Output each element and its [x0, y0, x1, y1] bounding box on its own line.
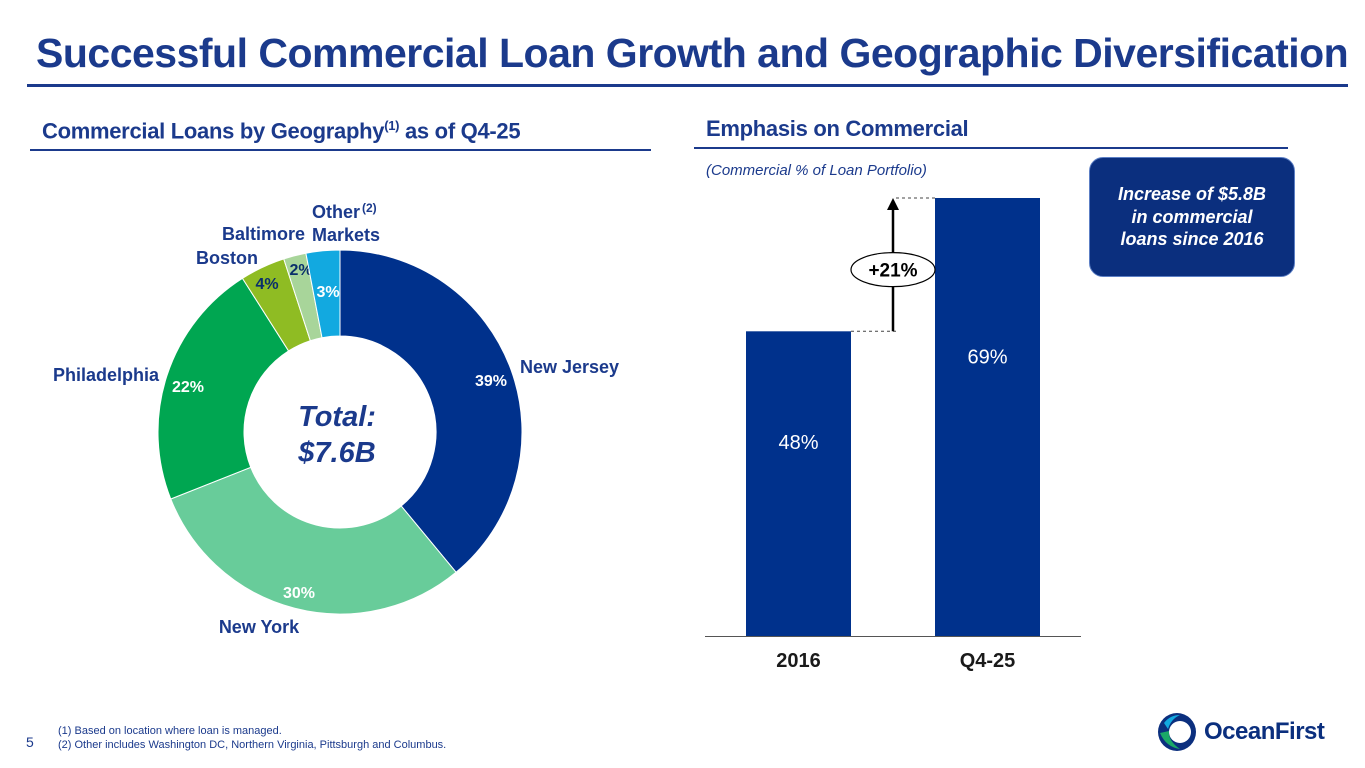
page-number: 5: [26, 734, 34, 750]
category-label-philadelphia: Philadelphia: [53, 365, 160, 385]
donut-center-label-line2: $7.6B: [297, 437, 375, 469]
x-tick-label-2016: 2016: [776, 650, 821, 672]
x-tick-label-q4-25: Q4-25: [960, 650, 1016, 672]
category-label-other-sup: (2): [362, 201, 377, 215]
pie-value-label-philadelphia: 22%: [172, 379, 204, 396]
growth-arrow-head: [887, 198, 899, 210]
oceanfirst-logo-text: OceanFirst: [1204, 718, 1324, 746]
pie-value-label-new-jersey: 39%: [475, 373, 507, 390]
pie-value-label-other-markets: 3%: [316, 284, 339, 301]
bar-2016: [746, 331, 851, 636]
category-label-new-jersey: New Jersey: [520, 357, 619, 377]
bar-q4-25: [935, 198, 1040, 636]
category-label-other-markets: Markets: [312, 225, 380, 245]
oceanfirst-logo: OceanFirst: [1156, 711, 1324, 753]
bar-value-label-2016: 48%: [778, 432, 818, 454]
bar-value-label-q4-25: 69%: [967, 347, 1007, 369]
oceanfirst-logo-icon: [1156, 711, 1198, 753]
donut-center-label-line1: Total:: [298, 401, 376, 433]
category-label-new-york: New York: [219, 617, 300, 637]
growth-label: +21%: [868, 261, 917, 282]
pie-value-label-new-york: 30%: [283, 585, 315, 602]
footnote-1: (1) Based on location where loan is mana…: [58, 724, 446, 738]
commercial-bar-chart: 48% 2016 69% Q4-25 +21%: [705, 198, 1081, 672]
charts-canvas: 39%30%22%4%2%3%Total:$7.6BNew JerseyNew …: [0, 0, 1365, 768]
pie-value-label-boston: 4%: [255, 276, 278, 293]
category-label-other: Other: [312, 202, 360, 222]
category-label-baltimore: Baltimore: [222, 224, 305, 244]
footnote-2: (2) Other includes Washington DC, Northe…: [58, 738, 446, 752]
category-label-boston: Boston: [196, 248, 258, 268]
footnotes: (1) Based on location where loan is mana…: [58, 724, 446, 752]
